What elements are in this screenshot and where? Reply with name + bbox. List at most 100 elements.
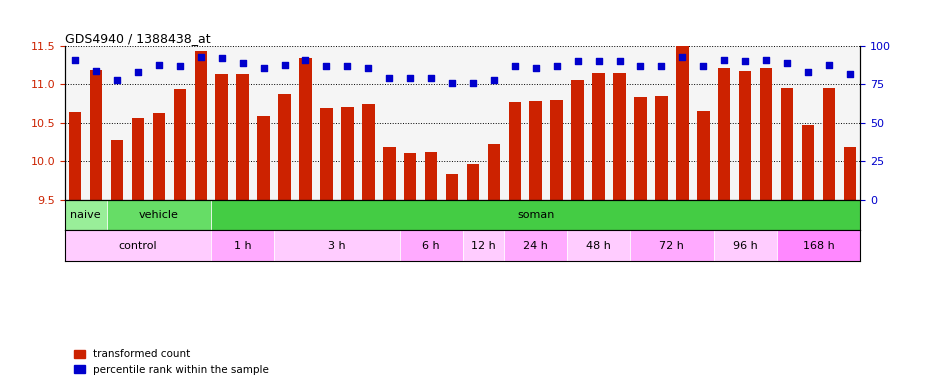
Point — [696, 63, 710, 69]
Point — [340, 63, 355, 69]
Point — [758, 57, 773, 63]
Legend: transformed count, percentile rank within the sample: transformed count, percentile rank withi… — [70, 345, 273, 379]
Point — [528, 65, 543, 71]
Point — [591, 58, 606, 65]
Bar — [106, 200, 211, 230]
Point — [780, 60, 795, 66]
Point — [424, 75, 438, 81]
Bar — [509, 102, 521, 384]
Point — [402, 75, 417, 81]
Bar — [844, 147, 856, 384]
Bar — [697, 111, 709, 384]
Point — [445, 80, 460, 86]
Point — [382, 75, 397, 81]
Point — [654, 63, 669, 69]
Bar — [802, 125, 814, 384]
Point — [172, 63, 187, 69]
Bar — [567, 230, 630, 261]
Bar — [718, 68, 731, 384]
Bar — [362, 104, 375, 384]
Bar — [446, 174, 458, 384]
Point — [800, 69, 815, 75]
Point — [633, 63, 648, 69]
Bar — [655, 96, 668, 384]
Bar — [739, 71, 751, 384]
Point — [843, 71, 857, 77]
Point — [278, 61, 292, 68]
Text: 72 h: 72 h — [660, 241, 684, 251]
Point — [215, 55, 229, 61]
Bar — [714, 230, 776, 261]
Text: vehicle: vehicle — [139, 210, 179, 220]
Bar — [550, 100, 563, 384]
Text: 168 h: 168 h — [803, 241, 834, 251]
Bar — [131, 118, 144, 384]
Point — [465, 80, 480, 86]
Bar — [592, 73, 605, 384]
Text: 24 h: 24 h — [524, 241, 549, 251]
Bar — [65, 230, 211, 261]
Bar — [274, 230, 400, 261]
Point — [256, 65, 271, 71]
Point — [319, 63, 334, 69]
Bar — [462, 230, 504, 261]
Point — [675, 54, 690, 60]
Bar — [630, 230, 714, 261]
Point — [487, 77, 501, 83]
Bar — [400, 230, 462, 261]
Bar — [759, 68, 772, 384]
Bar — [153, 113, 166, 384]
Text: 12 h: 12 h — [471, 241, 496, 251]
Bar — [216, 74, 228, 384]
Point — [738, 58, 753, 65]
Bar — [487, 144, 500, 384]
Point — [130, 69, 145, 75]
Bar — [211, 230, 274, 261]
Bar — [257, 116, 270, 384]
Bar — [237, 74, 249, 384]
Point — [361, 65, 376, 71]
Bar — [635, 97, 647, 384]
Point — [298, 57, 313, 63]
Bar — [174, 89, 186, 384]
Bar — [572, 80, 584, 384]
Point — [612, 58, 627, 65]
Point — [508, 63, 523, 69]
Bar — [822, 88, 835, 384]
Point — [152, 61, 166, 68]
Point — [89, 68, 104, 74]
Text: control: control — [118, 241, 157, 251]
Bar — [676, 44, 688, 384]
Bar — [194, 51, 207, 384]
Bar — [90, 70, 103, 384]
Point — [570, 58, 585, 65]
Point — [235, 60, 250, 66]
Point — [68, 57, 82, 63]
Point — [821, 61, 836, 68]
Bar — [467, 164, 479, 384]
Bar — [278, 94, 290, 384]
Bar — [111, 140, 123, 384]
Bar — [383, 147, 396, 384]
Text: GDS4940 / 1388438_at: GDS4940 / 1388438_at — [65, 32, 210, 45]
Text: 96 h: 96 h — [733, 241, 758, 251]
Text: soman: soman — [517, 210, 554, 220]
Bar — [529, 101, 542, 384]
Text: 3 h: 3 h — [328, 241, 346, 251]
Bar — [65, 200, 106, 230]
Bar — [613, 73, 626, 384]
Bar — [404, 153, 416, 384]
Bar — [211, 200, 860, 230]
Bar — [776, 230, 860, 261]
Point — [549, 63, 564, 69]
Bar — [504, 230, 567, 261]
Text: 1 h: 1 h — [234, 241, 252, 251]
Bar — [425, 152, 438, 384]
Text: naive: naive — [70, 210, 101, 220]
Point — [110, 77, 125, 83]
Point — [717, 57, 732, 63]
Bar — [320, 108, 333, 384]
Point — [193, 54, 208, 60]
Text: 6 h: 6 h — [423, 241, 440, 251]
Text: 48 h: 48 h — [586, 241, 611, 251]
